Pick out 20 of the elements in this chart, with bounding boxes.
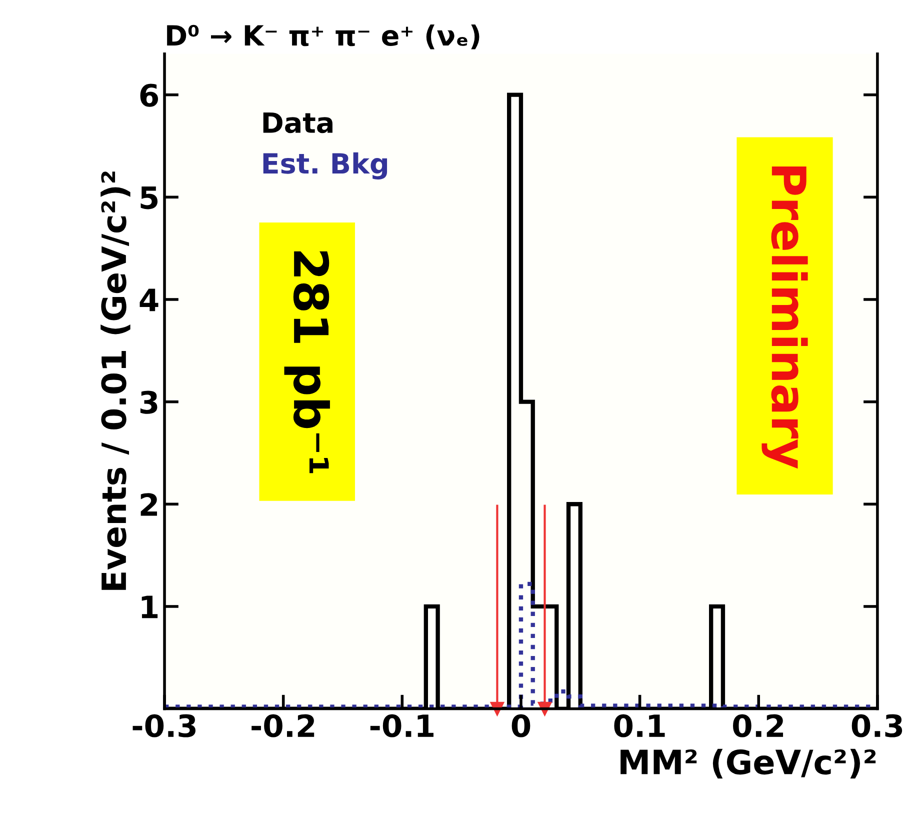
y-tick-label: 5 [140, 186, 158, 210]
annotation: Preliminary [762, 166, 808, 469]
x-axis-title: MM² (GeV/c²)² [620, 748, 876, 779]
x-tick-label: 0.3 [852, 714, 902, 738]
y-axis-title: Events / 0.01 (GeV/c²)² [100, 172, 130, 590]
x-tick-label: -0.1 [370, 714, 434, 738]
y-tick-label: 6 [140, 84, 158, 107]
x-tick-label: 0.1 [614, 714, 665, 738]
x-tick-label: 0 [512, 714, 530, 738]
x-tick-label: -0.3 [132, 714, 196, 738]
chart-title: D⁰ → K⁻ π⁺ π⁻ e⁺ (νₑ) [167, 24, 480, 50]
y-tick-label: 2 [140, 493, 158, 516]
text: Data [263, 112, 332, 134]
x-tick-label: 0.2 [733, 714, 784, 738]
y-tick-label: 3 [140, 390, 158, 414]
text: Est. Bkg [263, 152, 388, 180]
y-tick-label: 1 [142, 596, 158, 618]
annotation: 281 pb⁻¹ [284, 251, 330, 474]
y-tick-label: 4 [140, 288, 158, 312]
x-tick-label: -0.2 [252, 714, 314, 738]
